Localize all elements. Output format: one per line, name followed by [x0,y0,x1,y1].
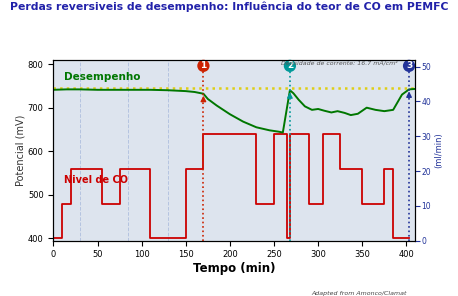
Text: 1: 1 [200,61,207,70]
Y-axis label: Potencial (mV): Potencial (mV) [15,115,25,186]
Text: 2: 2 [287,61,293,70]
Text: Densidade de corrente: 16.7 mA/cm²: Densidade de corrente: 16.7 mA/cm² [281,59,398,65]
Text: Perdas reversiveis de desempenho: Influência do teor de CO em PEMFC: Perdas reversiveis de desempenho: Influê… [10,1,448,12]
Text: Nivel de CO: Nivel de CO [64,175,128,185]
Y-axis label: (ml/min): (ml/min) [434,132,443,168]
Text: Adapted from Amonco/Clamat: Adapted from Amonco/Clamat [311,290,407,295]
X-axis label: Tempo (min): Tempo (min) [193,262,276,275]
Text: Desempenho: Desempenho [64,72,141,82]
Text: 3: 3 [406,61,412,70]
